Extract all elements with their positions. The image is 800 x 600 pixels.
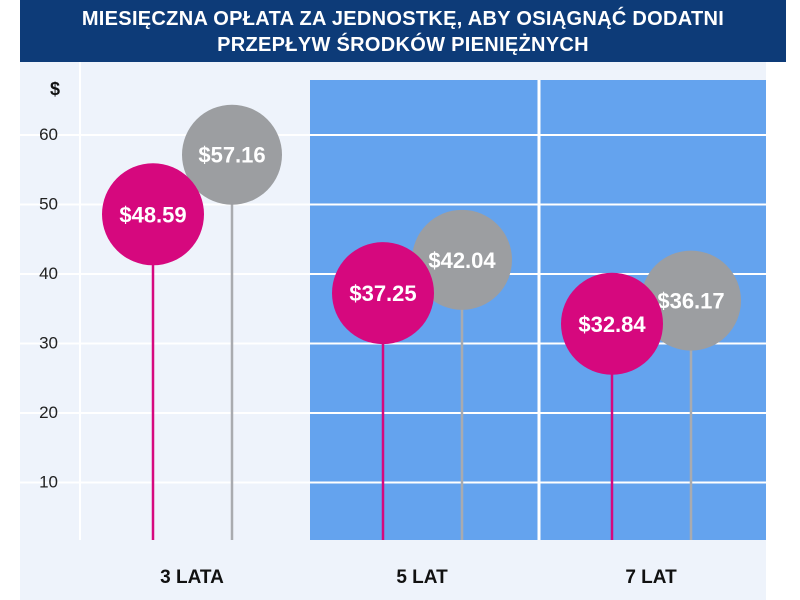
bubble-series-2-2 (412, 209, 512, 310)
y-tick-label-40: 40 (39, 264, 58, 283)
data-label-series-1-3: $32.84 (578, 312, 646, 337)
bubble-series-2-1 (182, 104, 282, 205)
y-tick-label-60: 60 (39, 125, 58, 144)
y-tick-label-20: 20 (39, 403, 58, 422)
data-label-series-1-1: $48.59 (119, 202, 186, 227)
chart-title-bar: MIESIĘCZNA OPŁATA ZA JEDNOSTKĘ, ABY OSIĄ… (20, 0, 786, 62)
x-category-label-3: 7 LAT (625, 567, 677, 588)
bubble-series-2-3 (641, 250, 741, 351)
bubble-series-1-2 (332, 242, 434, 345)
x-category-label-1: 3 LATA (160, 567, 224, 588)
category-label-band (20, 540, 766, 600)
x-category-label-2: 5 LAT (396, 567, 448, 588)
y-axis-label: $ (50, 79, 60, 99)
y-tick-label-50: 50 (39, 195, 58, 214)
data-label-series-2-3: $36.17 (657, 289, 724, 314)
chart-title-line-2: PRZEPŁYW ŚRODKÓW PIENIĘŻNYCH (217, 34, 589, 56)
y-tick-label-30: 30 (39, 334, 58, 353)
data-label-series-2-1: $57.16 (198, 143, 265, 168)
bubble-series-1-1 (102, 163, 204, 266)
y-tick-label-10: 10 (39, 473, 58, 492)
data-label-series-2-2: $42.04 (428, 248, 496, 273)
bubble-series-1-3 (561, 272, 663, 375)
chart-title-line-1: MIESIĘCZNA OPŁATA ZA JEDNOSTKĘ, ABY OSIĄ… (81, 8, 725, 30)
data-label-series-1-2: $37.25 (349, 281, 416, 306)
